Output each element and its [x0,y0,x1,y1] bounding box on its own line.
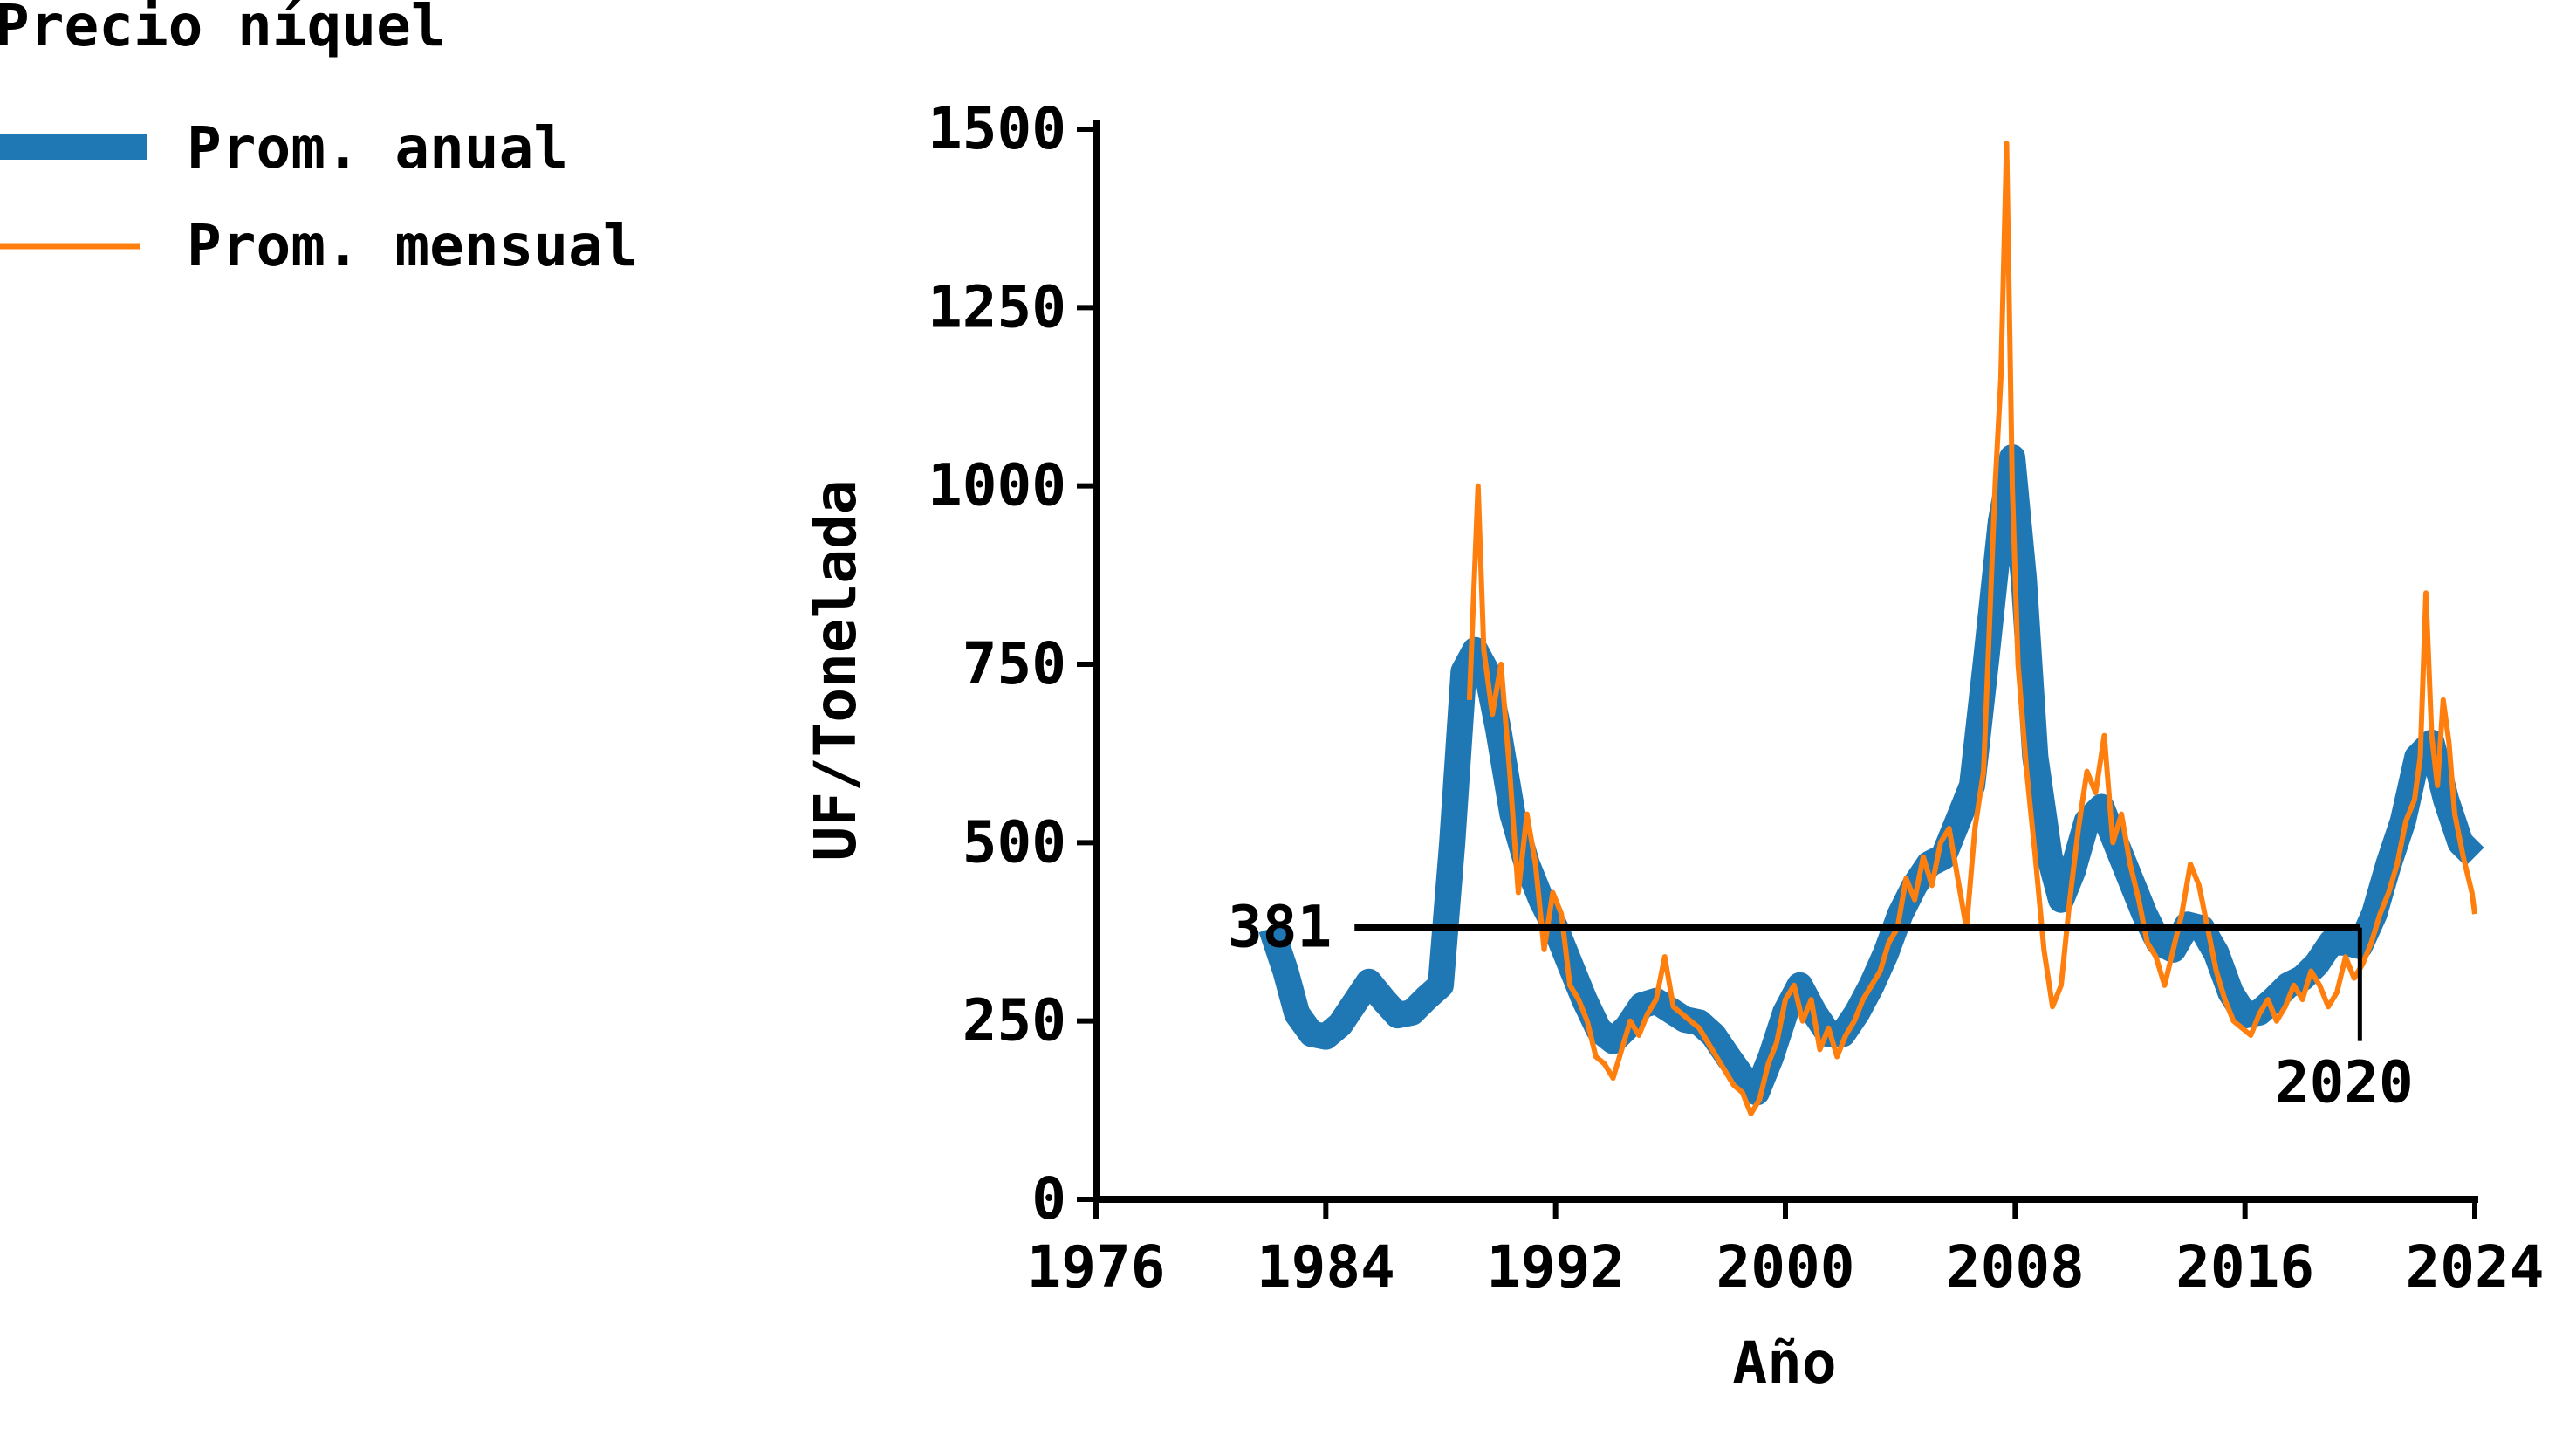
series-line-monthly [1466,141,2477,1116]
y-tick-label: 500 [963,808,1066,876]
legend-title: Precio níquel [0,0,446,59]
y-tick-label: 0 [1031,1165,1066,1233]
x-tick-label: 1984 [1257,1233,1395,1301]
y-tick-label: 1500 [928,95,1066,162]
y-axis-label: UF/Tonelada [802,479,869,861]
legend: Precio níquel Prom. anual Prom. mensual [0,0,638,279]
y-tick-label: 1000 [928,452,1066,519]
reference-line-label: 381 [1228,894,1332,961]
legend-label-monthly: Prom. mensual [187,212,638,279]
x-tick-label: 2008 [1946,1233,2085,1301]
y-tick-label: 250 [963,987,1066,1054]
x-tick-label: 1992 [1486,1233,1625,1301]
y-ticks: 0 250 500 750 1000 1250 1500 [928,95,1096,1233]
x-axis-label: Año [1732,1329,1836,1397]
x-ticks: 1976 1984 1992 2000 2008 2016 2024 [1027,1199,2545,1301]
x-tick-label: 2024 [2406,1233,2545,1301]
x-tick-label: 1976 [1027,1233,1166,1301]
legend-label-annual: Prom. anual [187,114,568,182]
x-tick-label: 2016 [2175,1233,2314,1301]
y-tick-label: 750 [963,630,1066,697]
y-tick-label: 1250 [928,273,1066,340]
plot-area [1258,141,2484,1116]
marker-2020-label: 2020 [2275,1049,2414,1116]
annotations: 381 2020 [1228,894,2414,1116]
series-line-annual [1258,444,2484,1106]
x-tick-label: 2000 [1716,1233,1855,1301]
